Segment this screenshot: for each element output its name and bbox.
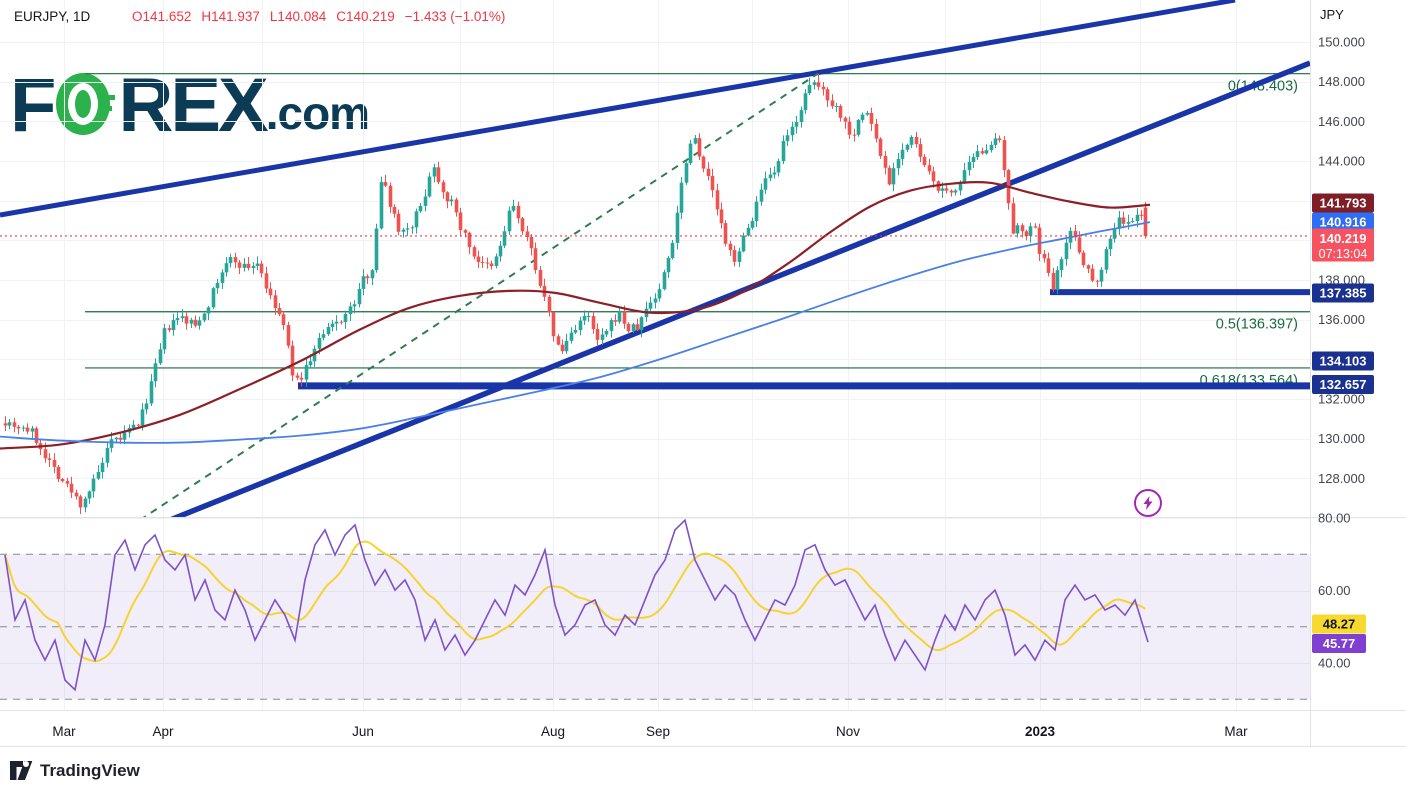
- time-tick-label: Aug: [541, 724, 565, 739]
- time-tick-label: Jun: [352, 724, 374, 739]
- svg-text:141.793: 141.793: [1320, 196, 1367, 211]
- forex-com-watermark: F REX .com: [10, 63, 370, 148]
- price-tick-label: 132.000: [1318, 391, 1365, 406]
- svg-text:137.385: 137.385: [1320, 286, 1367, 301]
- rsi-band: [0, 553, 1310, 700]
- rsi-tick-label: 40.00: [1318, 656, 1351, 671]
- price-axis-badge: [1312, 193, 1374, 213]
- rsi-ma-line: [4, 540, 1146, 663]
- svg-text:134.103: 134.103: [1320, 354, 1367, 369]
- price-tick-label: 148.000: [1318, 74, 1365, 89]
- close-value: C140.219: [336, 9, 395, 24]
- symbol-legend[interactable]: EURJPY, 1D O141.652 H141.937 L140.084 C140.…: [14, 9, 515, 24]
- chart-canvas[interactable]: 0(148.403)0.5(136.397)0.618(133.564) JPY 1…: [0, 0, 1406, 760]
- svg-text:45.77: 45.77: [1323, 636, 1356, 651]
- rsi-tick-label: 80.00: [1318, 511, 1351, 526]
- ohlc-values: O141.652 H141.937 L140.084 C140.219 −1.433 (…: [132, 9, 515, 24]
- price-axis-badge: [1312, 228, 1374, 262]
- time-tick-label: Sep: [646, 724, 670, 739]
- time-tick-label: Mar: [1224, 724, 1248, 739]
- time-tick-label: Mar: [52, 724, 76, 739]
- price-axis[interactable]: JPY150.000148.000146.000144.000138.00013…: [0, 0, 1406, 747]
- time-tick-label: 2023: [1025, 724, 1056, 739]
- price-tick-label: 128.000: [1318, 471, 1365, 486]
- channel-top-trendline[interactable]: [0, 0, 1236, 218]
- rsi-line: [4, 518, 1149, 692]
- main-ascending-trendline[interactable]: [168, 60, 1310, 520]
- svg-text:07:13:04: 07:13:04: [1319, 247, 1368, 261]
- ma-slow-maroon: [0, 181, 1151, 450]
- price-tick-label: 150.000: [1318, 35, 1365, 50]
- grid-lines: [0, 0, 1310, 710]
- dashed-rally-trendline[interactable]: [140, 72, 819, 521]
- svg-text:140.916: 140.916: [1320, 215, 1367, 230]
- ma-fast-blue: [0, 221, 1151, 444]
- lightning-bolt-icon[interactable]: [1134, 489, 1162, 517]
- time-tick-label: Nov: [836, 724, 860, 739]
- low-value: L140.084: [269, 9, 327, 24]
- price-axis-badge: [1312, 375, 1374, 394]
- symbol-title[interactable]: EURJPY, 1D: [14, 9, 91, 24]
- rsi-axis-badge: [1312, 634, 1366, 653]
- high-value: H141.937: [201, 9, 260, 24]
- rsi-indicator-lines: [4, 518, 1149, 692]
- svg-text:48.27: 48.27: [1323, 617, 1356, 632]
- price-tick-label: 130.000: [1318, 431, 1365, 446]
- rsi-tick-label: 60.00: [1318, 583, 1351, 598]
- price-axis-badge: [1312, 351, 1374, 371]
- moving-average-lines: [0, 181, 1151, 450]
- watermark-text-rex: REX: [118, 63, 268, 148]
- axis-currency-label: JPY: [1320, 7, 1344, 22]
- open-value: O141.652: [132, 9, 192, 24]
- time-tick-label: Apr: [152, 724, 174, 739]
- price-tick-label: 144.000: [1318, 153, 1365, 168]
- candlestick-series: [3, 73, 1148, 515]
- watermark-text-f: F: [10, 63, 56, 148]
- svg-text:132.657: 132.657: [1320, 377, 1367, 392]
- change-value: −1.433 (−1.01%): [404, 9, 506, 24]
- price-axis-badge: [1312, 283, 1374, 303]
- svg-text:140.219: 140.219: [1320, 231, 1367, 246]
- trend-line-drawings[interactable]: [0, 0, 1310, 520]
- tradingview-logo-icon: [10, 761, 33, 781]
- price-tick-label: 136.000: [1318, 312, 1365, 327]
- price-axis-badge: [1312, 212, 1374, 232]
- tradingview-attribution[interactable]: TradingView: [10, 761, 140, 781]
- support-line-drawings[interactable]: [298, 289, 1310, 390]
- fib-level-label: 0.5(136.397): [1216, 317, 1298, 333]
- price-tick-label: 146.000: [1318, 114, 1365, 129]
- time-axis[interactable]: Mar Apr Jun Aug Sep Nov 2023 Mar: [52, 724, 1248, 739]
- fib-retracement-drawing[interactable]: 0(148.403)0.5(136.397)0.618(133.564): [85, 73, 1310, 389]
- forex-coin-icon: [54, 71, 116, 142]
- attribution-text: TradingView: [40, 761, 140, 780]
- rsi-axis-badge: [1312, 614, 1366, 634]
- watermark-text-com: .com: [265, 87, 370, 139]
